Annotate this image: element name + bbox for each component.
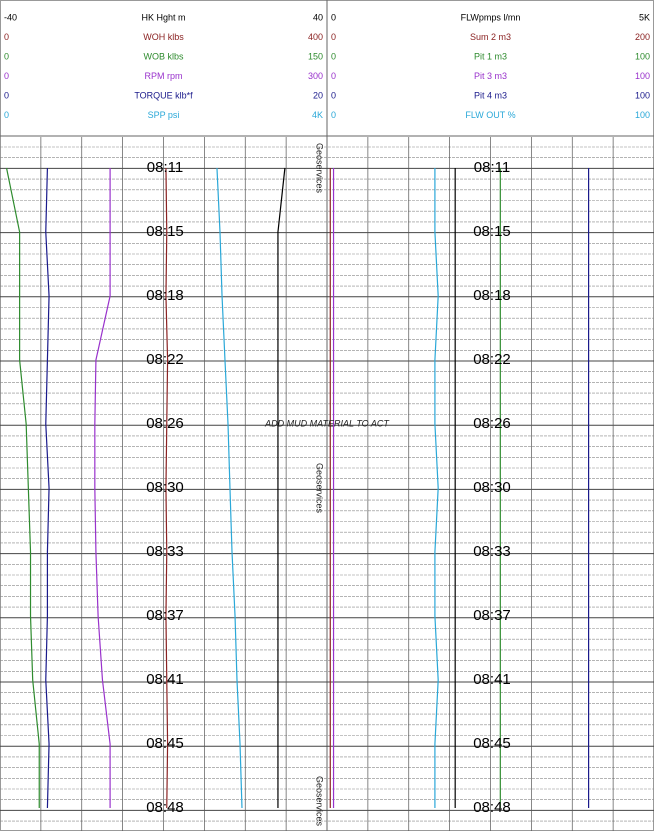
- annotation: Geoservices: [315, 776, 325, 827]
- curve: [165, 167, 169, 809]
- time-label: 08:15: [473, 223, 511, 240]
- annotation: Geoservices: [315, 143, 325, 194]
- time-label: 08:48: [146, 799, 184, 816]
- curve-name: Pit 3 m3: [474, 71, 507, 81]
- curve: [45, 167, 50, 809]
- scale-max: 100: [635, 51, 650, 61]
- curve-name: WOB klbs: [143, 51, 184, 61]
- curve-name: Pit 4 m3: [474, 90, 507, 100]
- time-label: 08:41: [473, 671, 511, 688]
- time-label: 08:11: [147, 159, 183, 176]
- scale-max: 150: [308, 51, 323, 61]
- time-label: 08:15: [146, 223, 184, 240]
- scale-max: 200: [635, 32, 650, 42]
- curve-name: Sum 2 m3: [470, 32, 511, 42]
- curve-name: SPP psi: [148, 110, 180, 120]
- annotation: ADD MUD MATERIAL TO ACT: [264, 418, 390, 428]
- scale-max: 400: [308, 32, 323, 42]
- scale-min: 0: [4, 110, 9, 120]
- time-label: 08:45: [473, 735, 511, 752]
- scale-min: 0: [331, 32, 336, 42]
- scale-max: 5K: [639, 12, 650, 22]
- time-label: 08:37: [473, 607, 511, 624]
- time-label: 08:18: [146, 287, 184, 304]
- scale-min: 0: [331, 51, 336, 61]
- scale-min: 0: [331, 71, 336, 81]
- curve: [277, 167, 286, 808]
- curve-name: RPM rpm: [145, 71, 183, 81]
- curve-name: HK Hght m: [141, 12, 185, 22]
- time-label: 08:11: [474, 159, 510, 176]
- scale-min: 0: [331, 12, 336, 22]
- time-label: 08:45: [146, 735, 184, 752]
- scale-max: 100: [635, 71, 650, 81]
- time-label: 08:30: [473, 479, 511, 496]
- scale-min: -40: [4, 12, 17, 22]
- time-label: 08:41: [146, 671, 184, 688]
- scale-min: 0: [331, 90, 336, 100]
- scale-max: 40: [313, 12, 323, 22]
- curve: [216, 167, 243, 809]
- curve: [434, 168, 439, 808]
- time-label: 08:30: [146, 479, 184, 496]
- curve-name: FLW OUT %: [465, 110, 515, 120]
- time-label: 08:22: [473, 351, 511, 368]
- time-label: 08:22: [146, 351, 184, 368]
- time-label: 08:48: [473, 799, 511, 816]
- curve-name: FLWpmps l/mn: [461, 12, 521, 22]
- scale-max: 100: [635, 110, 650, 120]
- scale-min: 0: [4, 90, 9, 100]
- annotation: Geoservices: [315, 463, 325, 514]
- scale-min: 0: [331, 110, 336, 120]
- scale-max: 20: [313, 90, 323, 100]
- curve: [5, 167, 40, 808]
- scale-min: 0: [4, 32, 9, 42]
- time-label: 08:26: [146, 415, 184, 432]
- time-label: 08:26: [473, 415, 511, 432]
- time-label: 08:37: [146, 607, 184, 624]
- scale-min: 0: [4, 71, 9, 81]
- scale-min: 0: [4, 51, 9, 61]
- curve-name: WOH klbs: [143, 32, 184, 42]
- scale-max: 300: [308, 71, 323, 81]
- time-label: 08:33: [146, 543, 184, 560]
- curve-name: TORQUE klb*f: [134, 90, 193, 100]
- time-label: 08:18: [473, 287, 511, 304]
- scale-max: 4K: [312, 110, 323, 120]
- scale-max: 100: [635, 90, 650, 100]
- curve: [94, 168, 111, 808]
- time-label: 08:33: [473, 543, 511, 560]
- curve-name: Pit 1 m3: [474, 51, 507, 61]
